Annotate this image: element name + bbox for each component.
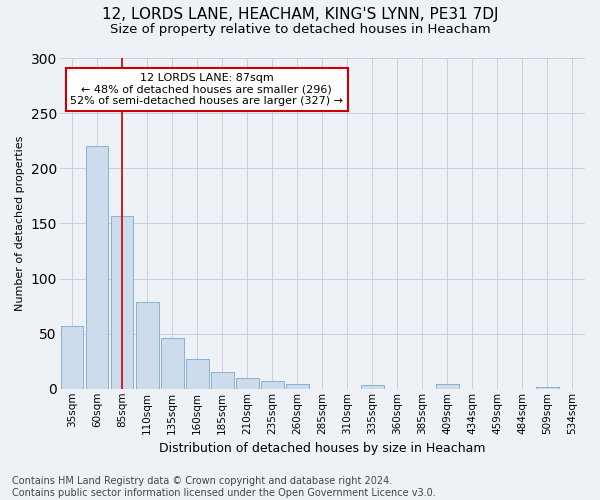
- Bar: [136, 302, 158, 389]
- Bar: [161, 338, 184, 389]
- Bar: [111, 216, 133, 389]
- Text: Contains HM Land Registry data © Crown copyright and database right 2024.
Contai: Contains HM Land Registry data © Crown c…: [12, 476, 436, 498]
- Bar: [86, 146, 109, 389]
- Bar: [211, 372, 233, 389]
- Bar: [286, 384, 308, 389]
- X-axis label: Distribution of detached houses by size in Heacham: Distribution of detached houses by size …: [159, 442, 485, 455]
- Bar: [61, 326, 83, 389]
- Bar: [436, 384, 458, 389]
- Bar: [186, 359, 209, 389]
- Y-axis label: Number of detached properties: Number of detached properties: [15, 136, 25, 311]
- Text: Size of property relative to detached houses in Heacham: Size of property relative to detached ho…: [110, 22, 490, 36]
- Bar: [236, 378, 259, 389]
- Text: 12 LORDS LANE: 87sqm
← 48% of detached houses are smaller (296)
52% of semi-deta: 12 LORDS LANE: 87sqm ← 48% of detached h…: [70, 73, 343, 106]
- Bar: [536, 386, 559, 389]
- Bar: [261, 381, 284, 389]
- Bar: [361, 386, 383, 389]
- Text: 12, LORDS LANE, HEACHAM, KING'S LYNN, PE31 7DJ: 12, LORDS LANE, HEACHAM, KING'S LYNN, PE…: [102, 8, 498, 22]
